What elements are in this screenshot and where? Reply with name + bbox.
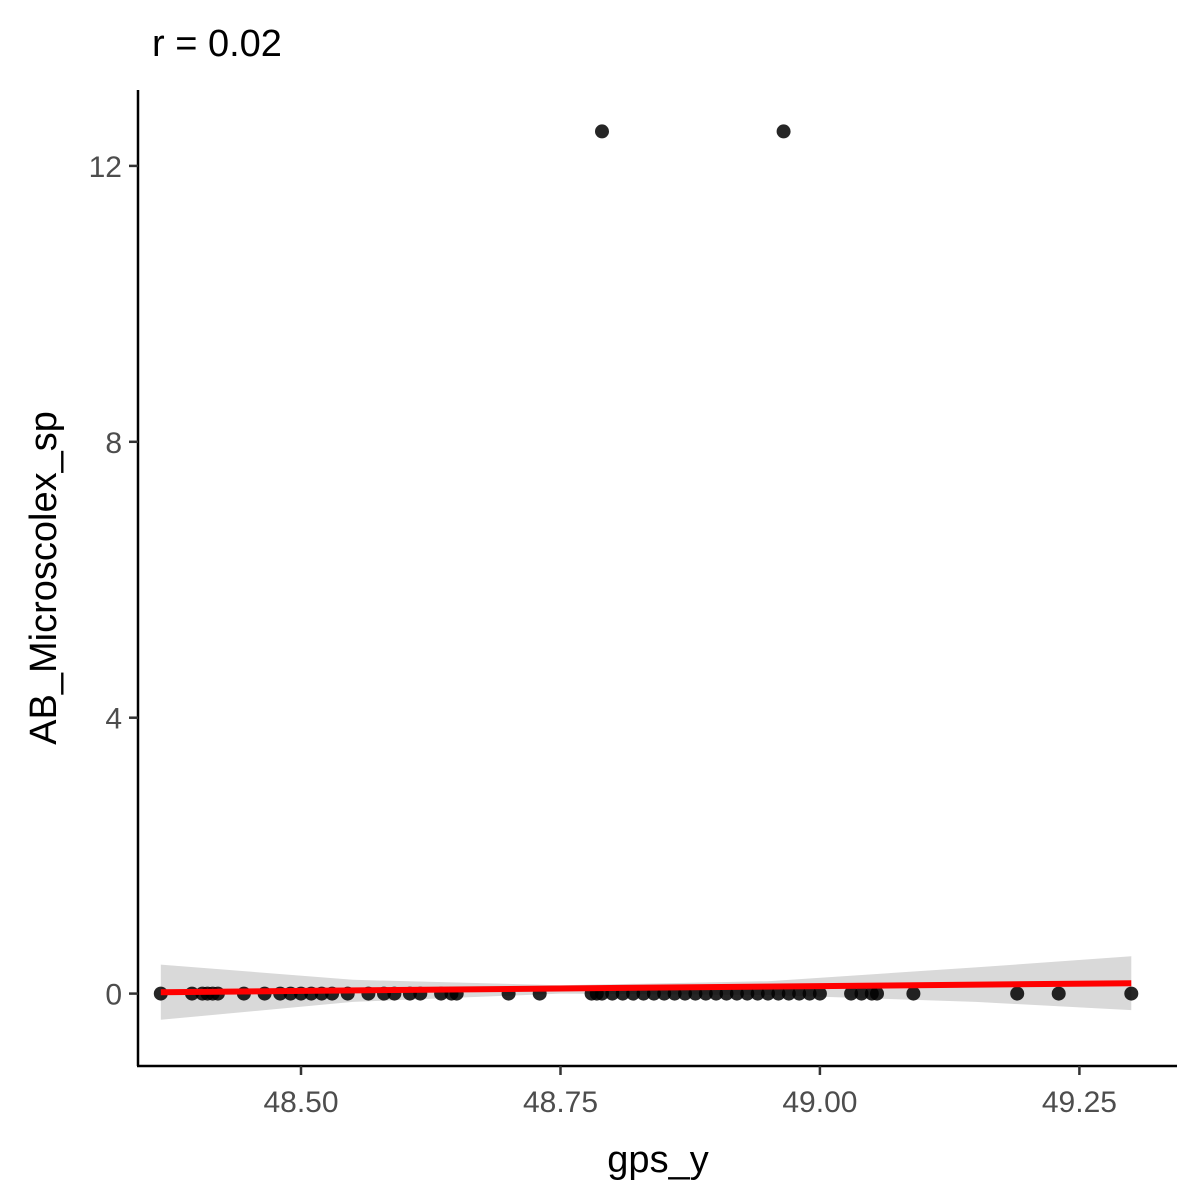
data-point (1124, 986, 1139, 1001)
y-tick-label: 4 (105, 703, 122, 736)
data-point (844, 986, 859, 1001)
data-point (906, 986, 921, 1001)
x-axis-ticks: 48.50 48.75 49.00 49.25 (263, 1066, 1117, 1119)
data-point (776, 124, 791, 139)
data-point (1051, 986, 1066, 1001)
data-point (802, 986, 817, 1001)
x-axis-title: gps_y (607, 1139, 708, 1181)
data-point (761, 986, 775, 1001)
data-point (771, 986, 786, 1001)
data-point (719, 986, 734, 1001)
y-tick-label: 8 (105, 427, 122, 460)
data-point (792, 986, 807, 1001)
x-tick-label: 48.50 (263, 1086, 338, 1119)
data-point (781, 986, 796, 1001)
data-point (812, 986, 827, 1001)
chart-title: r = 0.02 (152, 23, 282, 65)
data-point (595, 124, 609, 139)
data-point (854, 986, 869, 1001)
data-point (750, 986, 765, 1001)
x-tick-label: 49.25 (1042, 1086, 1117, 1119)
points-layer (153, 124, 1139, 1001)
x-tick-label: 48.75 (523, 1086, 598, 1119)
data-point (740, 986, 755, 1001)
fit-line-layer (160, 980, 1132, 996)
x-tick-label: 49.00 (782, 1086, 857, 1119)
data-point (1010, 986, 1025, 1001)
fit-line (160, 980, 1132, 996)
y-axis-title: AB_Microscolex_sp (23, 411, 65, 745)
data-point (870, 986, 884, 1001)
y-tick-label: 12 (89, 151, 122, 184)
y-axis-ticks: 0 4 8 12 (89, 151, 138, 1012)
data-point (729, 986, 744, 1001)
data-point (709, 986, 724, 1001)
y-tick-label: 0 (105, 979, 122, 1012)
